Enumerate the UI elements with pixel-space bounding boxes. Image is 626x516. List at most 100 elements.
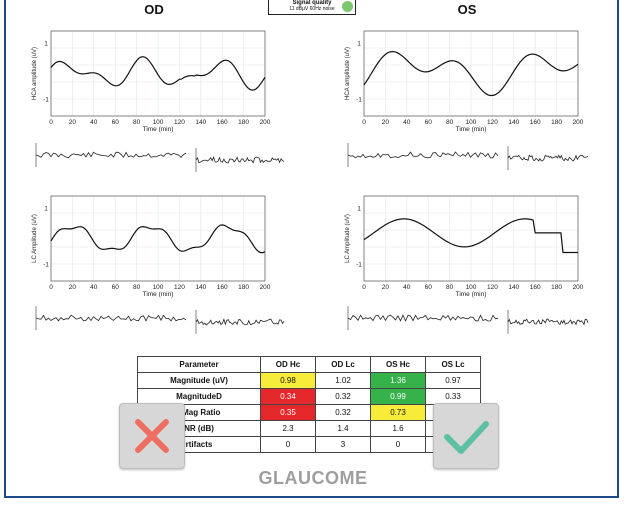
x-tick-label: 20 [69, 284, 77, 291]
x-tick-label: 40 [90, 284, 98, 291]
y-tick-label: 1 [357, 40, 361, 47]
checkmark-icon [444, 421, 489, 454]
table-header: OD Hc [260, 356, 316, 373]
x-tick-label: 160 [217, 284, 228, 291]
x-axis-label: Time (min) [143, 126, 174, 133]
x-tick-label: 160 [530, 119, 541, 126]
x-tick-label: 140 [195, 119, 206, 126]
accept-button[interactable] [433, 403, 499, 469]
reject-button[interactable] [119, 403, 185, 469]
x-tick-label: 40 [90, 119, 98, 126]
table-row: rtifacts 0 3 0 [137, 436, 481, 453]
plot-frame [363, 195, 579, 282]
x-tick-label: 60 [112, 119, 120, 126]
parameter-value: 2.3 [260, 420, 316, 437]
noise-trace [507, 318, 589, 326]
waveform-curve [50, 56, 266, 91]
parameter-value: 1.36 [370, 372, 426, 389]
parameter-name: Magnitude (uV) [137, 372, 261, 389]
noise-trace [195, 318, 285, 326]
x-tick-label: 40 [403, 284, 411, 291]
waveform-curve [363, 50, 579, 97]
parameter-table: Parameter OD Hc OD Lc OS Hc OS Lc Magnitude … [137, 356, 481, 453]
noise-trace [347, 151, 499, 159]
os-title: OS [457, 2, 477, 17]
x-axis-label: Time (min) [456, 291, 487, 298]
x-tick-label: 0 [49, 284, 53, 291]
x-tick-label: 140 [195, 284, 206, 291]
x-axis-label: Time (min) [456, 126, 487, 133]
table-header: OS Lc [425, 356, 481, 373]
parameter-value: 1.4 [315, 420, 371, 437]
report-frame [4, 0, 619, 498]
y-axis-label: HCA amplitude (uV) [345, 47, 351, 100]
table-header: OS Hc [370, 356, 426, 373]
x-tick-label: 0 [362, 284, 366, 291]
y-tick-label: -1 [43, 97, 49, 104]
x-tick-label: 60 [112, 284, 120, 291]
parameter-value: 0.32 [315, 404, 371, 421]
parameter-value: 0.99 [370, 388, 426, 405]
parameter-value: 3 [315, 436, 371, 453]
x-tick-label: 100 [466, 119, 477, 126]
y-axis-label: LC Amplitude (uV) [32, 214, 38, 263]
x-tick-label: 100 [153, 284, 164, 291]
waveform-curve [50, 224, 266, 254]
x-tick-label: 0 [49, 119, 53, 126]
y-axis-label: HCA amplitude (uV) [32, 47, 38, 100]
x-axis-label: Time (min) [143, 291, 174, 298]
parameter-value: 0.35 [260, 404, 316, 421]
x-tick-label: 20 [382, 119, 390, 126]
y-axis-label: LC Amplitude (uV) [345, 214, 351, 263]
x-tick-label: 200 [573, 284, 584, 291]
signal-quality-title: Signal quality [292, 0, 332, 6]
x-tick-label: 180 [238, 119, 249, 126]
parameter-value: 0.34 [260, 388, 316, 405]
x-tick-label: 140 [508, 119, 519, 126]
parameter-value: 1.6 [370, 420, 426, 437]
x-tick-label: 120 [174, 284, 185, 291]
parameter-value: 0.97 [425, 372, 481, 389]
x-tick-label: 0 [362, 119, 366, 126]
x-tick-label: 100 [153, 119, 164, 126]
x-tick-label: 180 [551, 284, 562, 291]
signal-quality-box: Signal quality 11 dBμV 60Hz noise [268, 0, 356, 15]
x-tick-label: 140 [508, 284, 519, 291]
x-tick-label: 80 [133, 284, 141, 291]
x-tick-label: 80 [446, 284, 454, 291]
x-tick-label: 80 [133, 119, 141, 126]
x-tick-label: 160 [530, 284, 541, 291]
x-tick-label: 200 [573, 119, 584, 126]
x-tick-label: 120 [487, 284, 498, 291]
signal-quality-indicator-icon [342, 1, 353, 12]
y-tick-label: -1 [356, 97, 362, 104]
x-tick-label: 20 [382, 284, 390, 291]
x-tick-label: 180 [238, 284, 249, 291]
y-tick-label: 1 [44, 40, 48, 47]
plot-frame [363, 30, 579, 117]
y-tick-label: 1 [44, 205, 48, 212]
table-row: MagnitudeD 0.34 0.32 0.99 0.33 [137, 388, 481, 405]
table-row: NR (dB) 2.3 1.4 1.6 [137, 420, 481, 437]
noise-trace [35, 314, 187, 322]
parameter-value: 0 [260, 436, 316, 453]
parameter-value: 0.32 [315, 388, 371, 405]
noise-trace [35, 151, 187, 159]
x-tick-label: 120 [174, 119, 185, 126]
x-tick-label: 200 [260, 119, 271, 126]
parameter-value: 0 [370, 436, 426, 453]
table-header: OD Lc [315, 356, 371, 373]
noise-trace [507, 154, 589, 162]
x-tick-label: 200 [260, 284, 271, 291]
parameter-value: 1.02 [315, 372, 371, 389]
x-tick-label: 100 [466, 284, 477, 291]
x-tick-label: 120 [487, 119, 498, 126]
x-tick-label: 160 [217, 119, 228, 126]
y-tick-label: -1 [356, 262, 362, 269]
x-tick-label: 80 [446, 119, 454, 126]
x-tick-label: 60 [425, 284, 433, 291]
x-tick-label: 20 [69, 119, 77, 126]
cross-icon [135, 419, 169, 453]
x-tick-label: 40 [403, 119, 411, 126]
